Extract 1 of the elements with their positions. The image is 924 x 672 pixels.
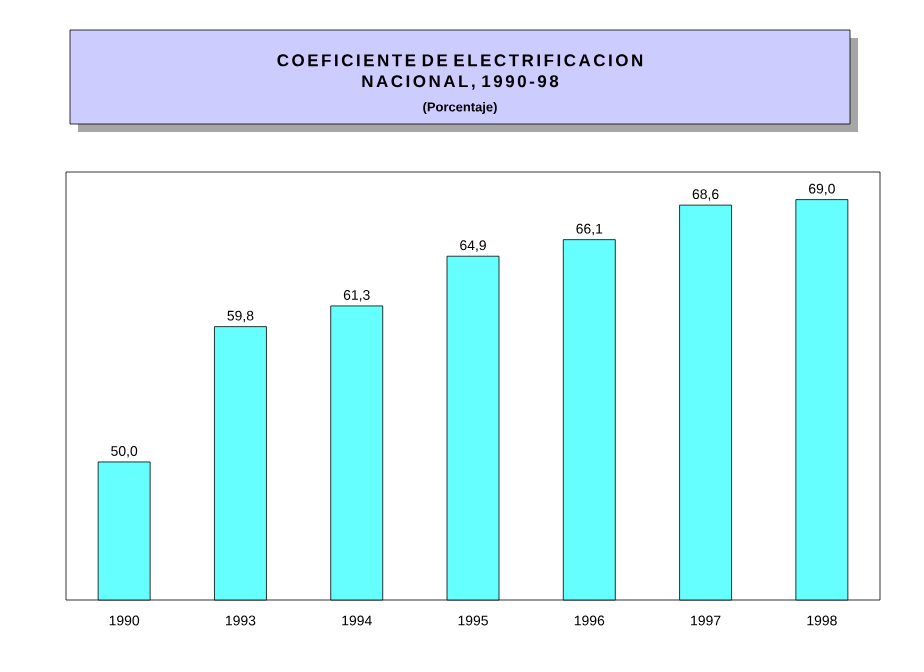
chart-title: COEFICIENTE DE ELECTRIFICACION NACIONAL, 1990-98 [277, 54, 643, 90]
